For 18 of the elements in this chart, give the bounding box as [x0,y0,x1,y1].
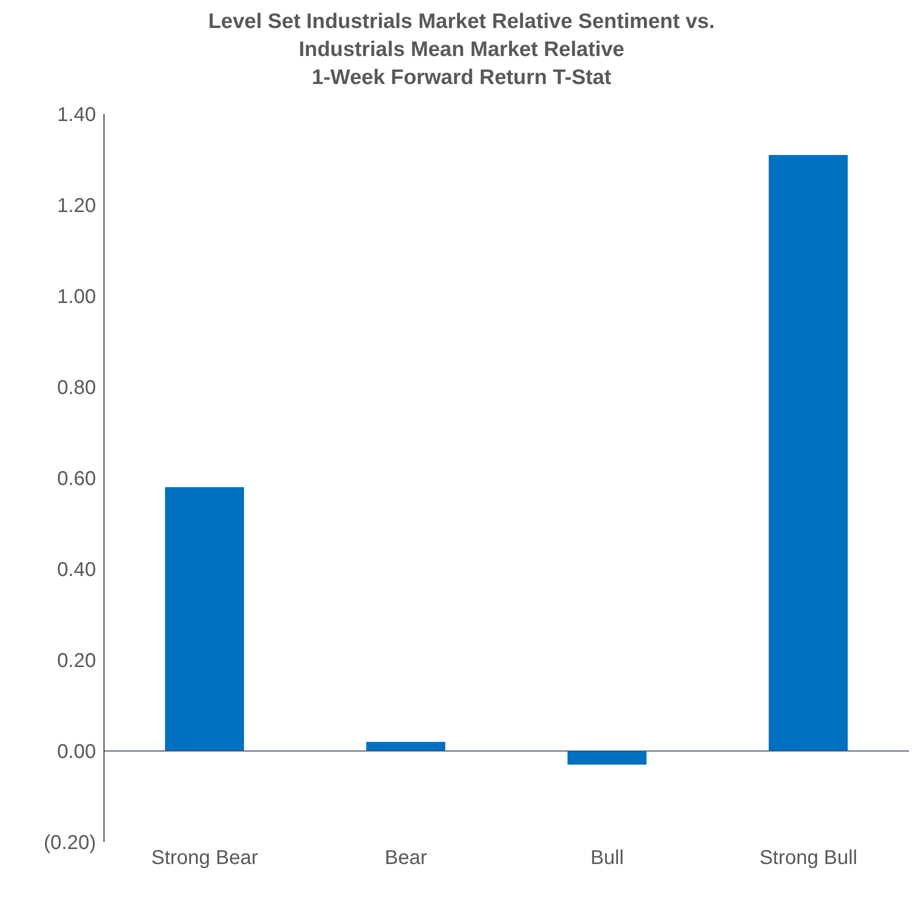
y-tick-label: 0.80 [57,377,96,400]
chart-title: Level Set Industrials Market Relative Sentiment vs. Industrials Mean Market Relative 1-Week Forward Return T-Stat [207,9,716,91]
y-tick-label: 1.20 [57,195,96,218]
bar [165,487,244,751]
y-tick-label: 0.60 [57,468,96,490]
y-tick-label: (0.20) [44,832,96,854]
bar [568,751,646,765]
y-tick-label: 0.20 [57,650,96,672]
x-tick-label: Bear [384,847,428,870]
x-tick-label: Strong Bull [759,847,858,870]
bar [768,154,848,751]
x-tick-label: Strong Bear [151,847,258,870]
y-tick-label: 1.40 [57,104,96,126]
y-tick-label: 0.00 [57,741,96,764]
y-tick-label: 1.00 [57,286,96,308]
y-tick-label: 0.40 [57,559,96,582]
bar [366,742,446,751]
x-tick-label: Bull [590,847,624,870]
